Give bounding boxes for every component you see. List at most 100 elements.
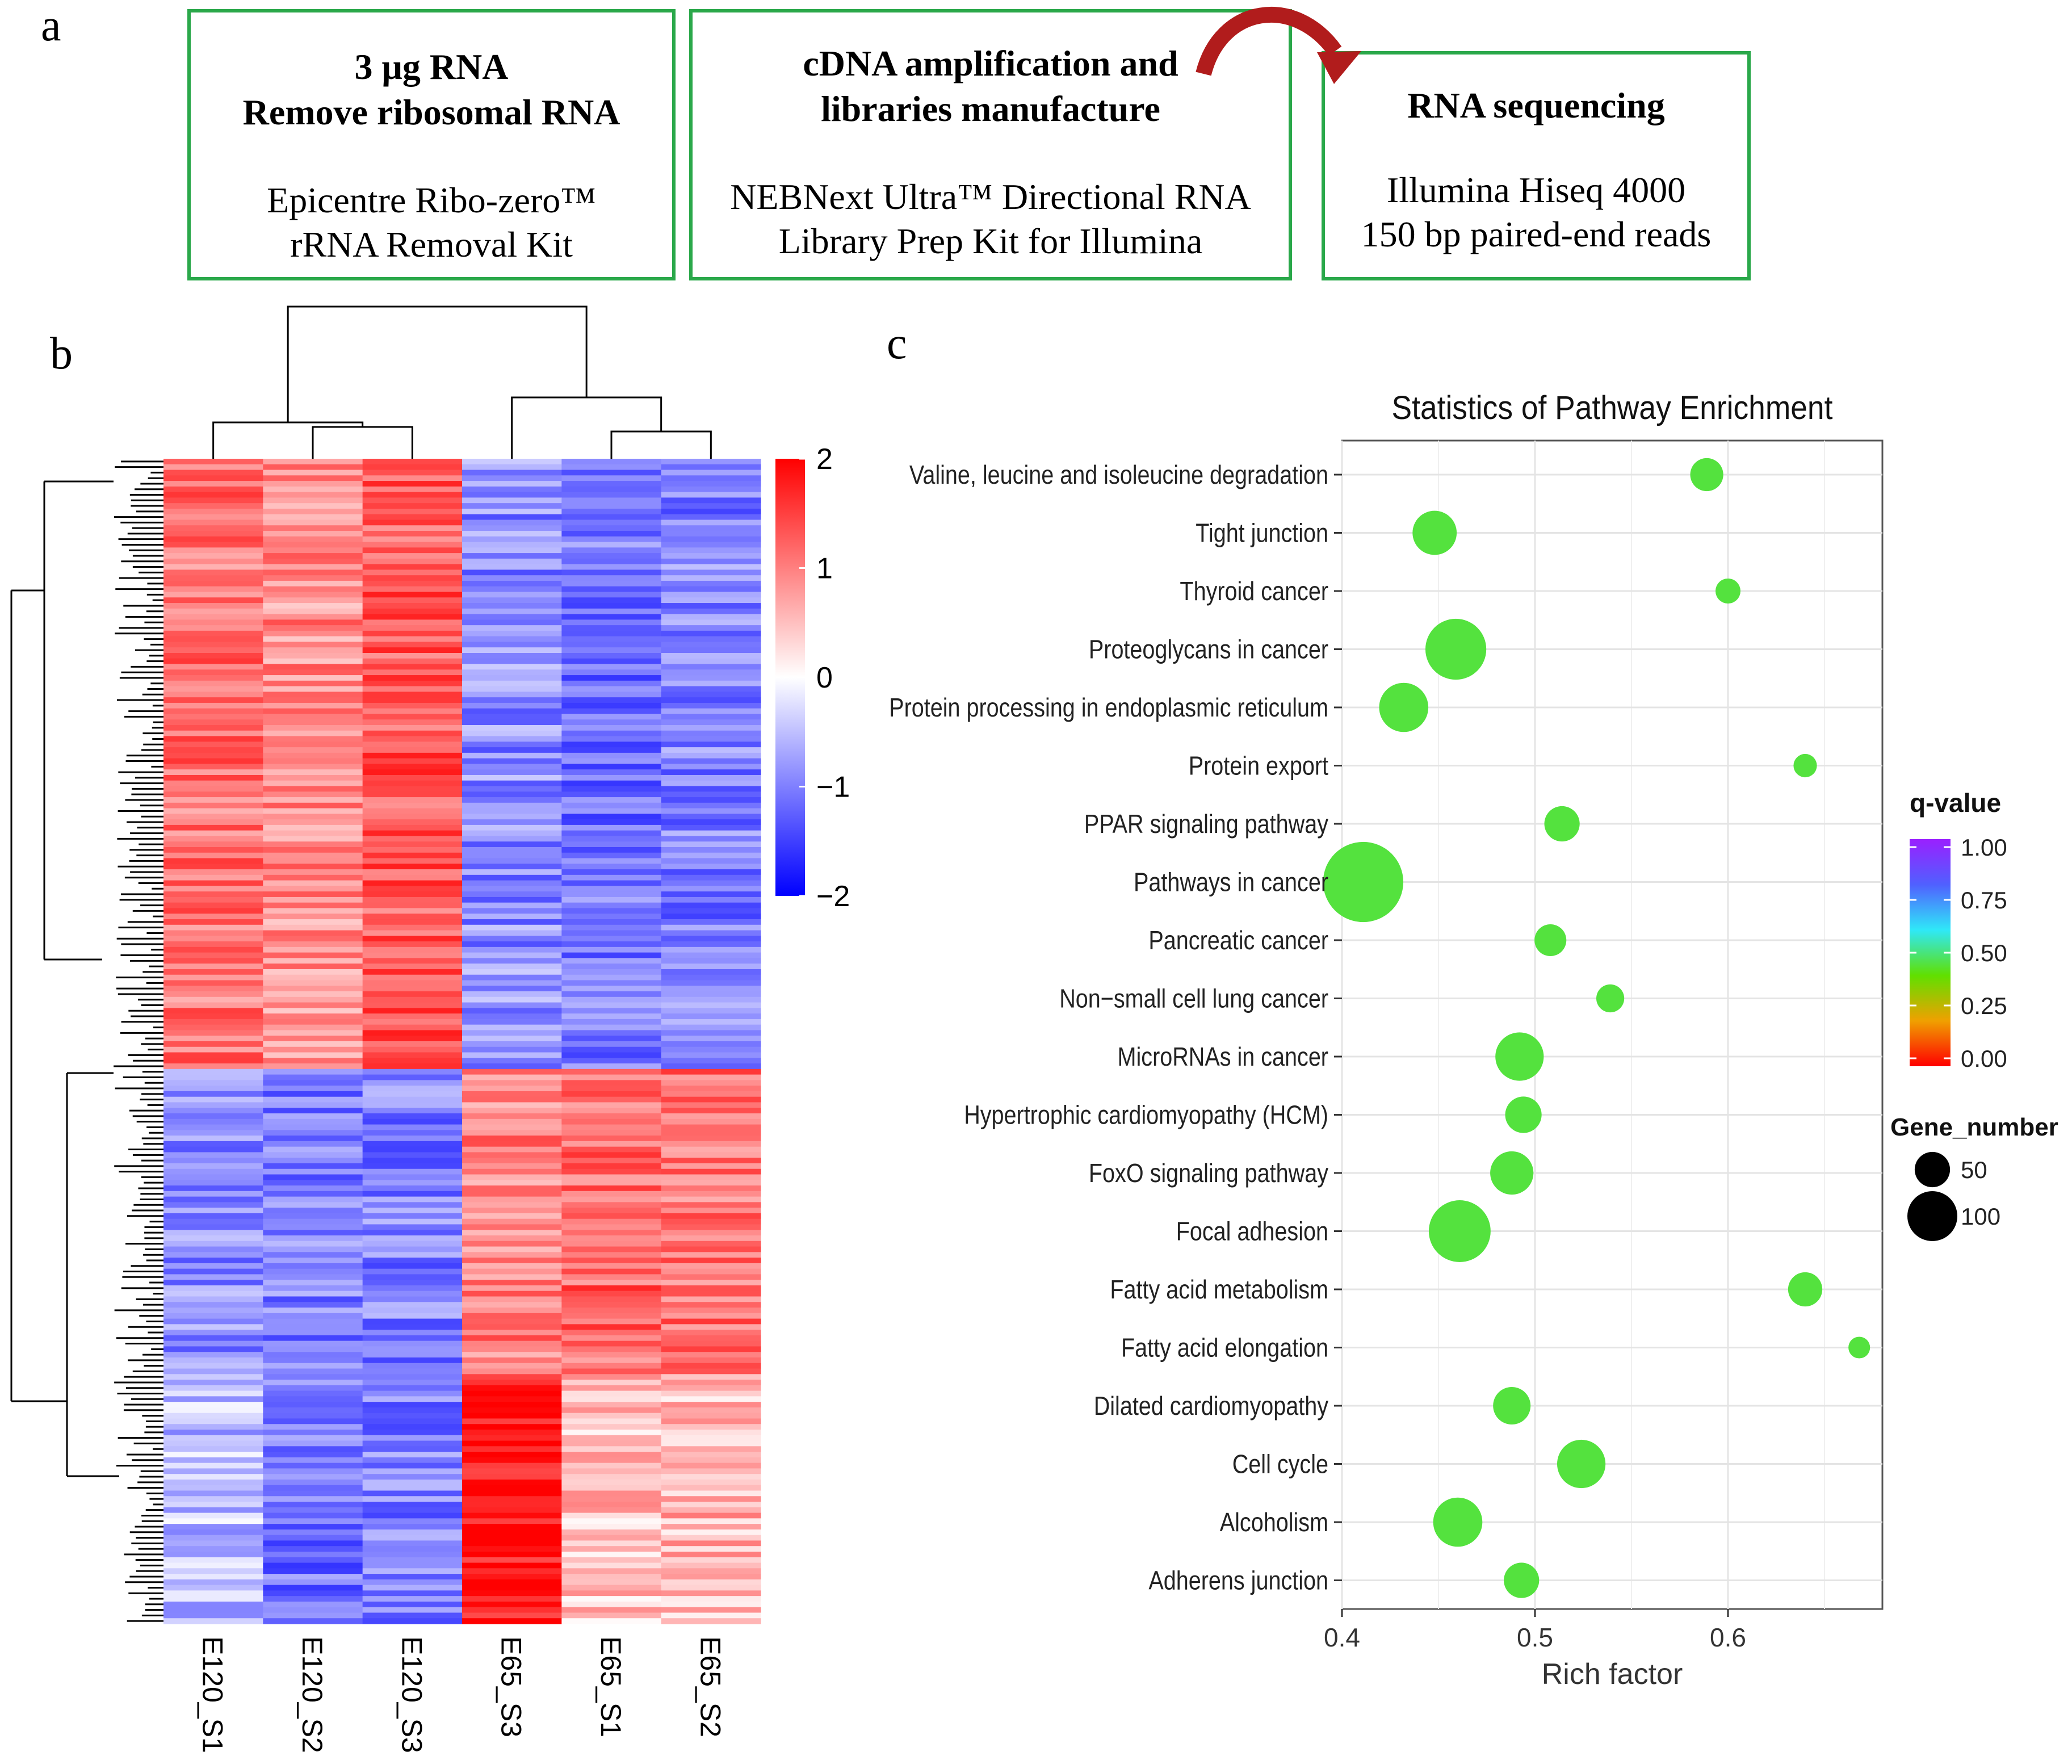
heatmap-cell [163,780,263,787]
heatmap-cell [163,658,263,665]
heatmap-cell [362,1318,463,1325]
heatmap-cell [561,1002,662,1008]
heatmap-cell [462,1585,562,1591]
heatmap-cell [263,841,363,848]
heatmap-cell [362,780,463,787]
heatmap-cell [362,1218,463,1225]
heatmap-cell [462,586,562,593]
heatmap-cell [561,580,662,587]
heatmap-cell [661,924,761,931]
heatmap-cell [462,1252,562,1258]
heatmap-cell [661,475,761,481]
heatmap-cell [462,836,562,842]
gene-number-legend-title: Gene_number [1890,1113,2058,1141]
heatmap-cell [362,547,463,554]
heatmap-cell [163,1601,263,1608]
heatmap-cell [362,1457,463,1464]
plot-title: Statistics of Pathway Enrichment [1392,389,1833,426]
heatmap-cell [163,1174,263,1180]
heatmap-cell [661,1224,761,1230]
heatmap-cell [661,614,761,620]
heatmap-cell [462,1280,562,1286]
heatmap-cell [263,780,363,787]
heatmap-cell [263,1191,363,1197]
heatmap-cell [362,958,463,964]
heatmap-cell [263,1263,363,1269]
heatmap-cell [462,908,562,914]
heatmap-cell [661,730,761,737]
heatmap-cell [561,1313,662,1319]
heatmap-cell [462,780,562,787]
heatmap-cell [462,625,562,631]
heatmap-cell [462,741,562,748]
heatmap-cell [163,969,263,975]
heatmap-cell [163,725,263,731]
heatmap-cell [462,847,562,853]
heatmap-cell [362,1430,463,1436]
heatmap-cell [462,1518,562,1524]
heatmap-cell [462,774,562,781]
heatmap-cell [163,497,263,504]
heatmap-cell [263,714,363,720]
heatmap-cell [362,946,463,953]
heatmap-cell [362,1141,463,1147]
heatmap-cell [561,547,662,554]
heatmap-cell [561,503,662,509]
heatmap-cell [661,1507,761,1514]
heatmap-cell [462,1080,562,1086]
heatmap-cell [462,1590,562,1597]
heatmap-cell [163,974,263,981]
pathway-point [1504,1562,1540,1598]
heatmap-cell [561,1374,662,1380]
heatmap-cell [362,986,463,992]
heatmap-cell [362,1424,463,1430]
heatmap-cell [163,642,263,648]
heatmap-cell [661,1468,761,1474]
heatmap-cell [661,774,761,781]
heatmap-cell [263,1413,363,1419]
heatmap-cell [462,680,562,687]
heatmap-cell [661,1218,761,1225]
heatmap-cell [561,1607,662,1614]
heatmap-cell [163,692,263,698]
heatmap-cell [462,1052,562,1058]
heatmap-column-label: E65_S2 [694,1636,726,1737]
heatmap-cell [661,1163,761,1170]
heatmap-cell [462,592,562,598]
heatmap-cell [362,1468,463,1474]
heatmap-cell [561,736,662,742]
heatmap-cell [163,797,263,803]
heatmap-cell [263,647,363,653]
heatmap-cell [163,630,263,637]
heatmap-cell [561,1585,662,1591]
heatmap-cell [263,936,363,942]
heatmap-cell [661,902,761,909]
heatmap-cell [263,830,363,837]
heatmap-cell [163,891,263,898]
heatmap-cell [561,1407,662,1414]
heatmap-cell [561,847,662,853]
heatmap-cell [263,1052,363,1058]
heatmap-cell [561,1280,662,1286]
heatmap-cell [462,642,562,648]
heatmap-cell [362,1535,463,1541]
heatmap-cell [362,586,463,593]
heatmap-cell [661,1352,761,1358]
heatmap-cell [561,952,662,959]
heatmap-cell [362,564,463,571]
heatmap-cell [263,930,363,936]
step-2-title-line-2: libraries manufacture [821,89,1160,129]
heatmap-cell [462,1407,562,1414]
heatmap-cell [661,808,761,814]
pathway-label: PPAR signaling pathway [1084,810,1329,839]
heatmap-cell [263,1363,363,1369]
heatmap-cell [362,486,463,493]
pathway-label: Dilated cardiomyopathy [1094,1392,1329,1421]
heatmap-column-label: E65_S3 [496,1636,527,1737]
heatmap-cell [661,1136,761,1142]
heatmap-cell [561,625,662,631]
heatmap-cell [561,1096,662,1103]
heatmap-cell [263,653,363,659]
heatmap-cell [462,1574,562,1580]
heatmap-cell [163,1430,263,1436]
